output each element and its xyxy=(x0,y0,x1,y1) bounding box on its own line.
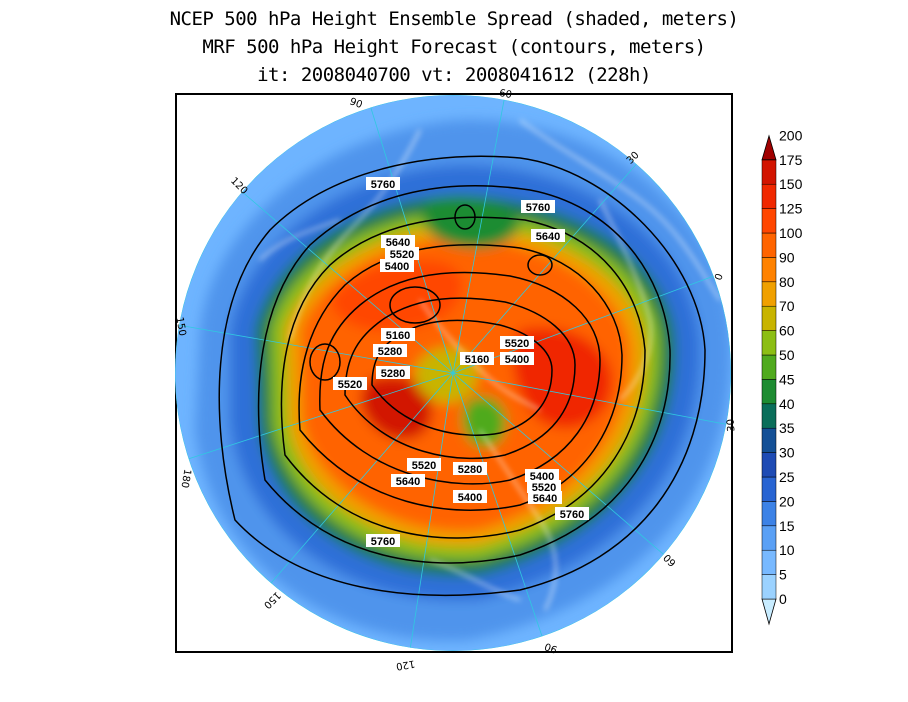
svg-text:5520: 5520 xyxy=(338,379,362,391)
svg-text:5400: 5400 xyxy=(385,261,409,273)
contour-label: 5520 xyxy=(385,247,419,261)
colorbar-tick-label: 60 xyxy=(779,323,795,339)
colorbar-tick-label: 10 xyxy=(779,542,795,558)
svg-text:5400: 5400 xyxy=(458,492,482,504)
meridian-labels: 60 30 0 30 60 90 120 150 180 150 120 90 xyxy=(173,88,737,672)
title-line-2: MRF 500 hPa Height Forecast (contours, m… xyxy=(202,36,706,58)
contour-label: 5280 xyxy=(376,366,410,380)
colorbar-low-arrow xyxy=(761,598,777,626)
contour-label: 5400 xyxy=(380,259,414,273)
colorbar-tick-label: 40 xyxy=(779,396,795,412)
colorbar-tick-label: 5 xyxy=(779,567,787,583)
svg-text:5640: 5640 xyxy=(386,237,410,249)
svg-text:5280: 5280 xyxy=(458,464,482,476)
svg-text:5760: 5760 xyxy=(371,179,395,191)
svg-text:5520: 5520 xyxy=(390,249,414,261)
svg-text:5520: 5520 xyxy=(412,460,436,472)
svg-text:5640: 5640 xyxy=(536,231,560,243)
svg-text:5160: 5160 xyxy=(465,354,489,366)
colorbar-tick-label: 0 xyxy=(779,591,787,607)
meridian-label: 60 xyxy=(498,88,512,101)
contour-label: 5160 xyxy=(381,328,415,342)
colorbar-tick-label: 15 xyxy=(779,518,795,534)
colorbar-tick-label: 25 xyxy=(779,469,795,485)
meridian-label: 90 xyxy=(543,640,559,655)
contour-label: 5280 xyxy=(373,344,407,358)
contour-label: 5760 xyxy=(366,177,400,191)
colorbar-tick-label: 30 xyxy=(779,445,795,461)
colorbar-segment xyxy=(761,403,777,429)
colorbar-segment xyxy=(761,379,777,405)
colorbar-segment xyxy=(761,257,777,283)
contour-label: 5760 xyxy=(555,507,589,521)
colorbar-segment xyxy=(761,574,777,600)
contour-label: 5640 xyxy=(531,229,565,243)
colorbar-tick-label: 35 xyxy=(779,420,795,436)
meridian-label: 90 xyxy=(348,96,364,111)
svg-text:5280: 5280 xyxy=(378,346,402,358)
colorbar-tick-label: 80 xyxy=(779,274,795,290)
colorbar-segment xyxy=(761,549,777,575)
colorbar-segment xyxy=(761,330,777,356)
contour-label: 5400 xyxy=(500,352,534,366)
title-line-1: NCEP 500 hPa Height Ensemble Spread (sha… xyxy=(169,8,739,30)
colorbar-segment xyxy=(761,183,777,209)
svg-text:5760: 5760 xyxy=(560,509,584,521)
colorbar-tick-label: 150 xyxy=(779,176,803,192)
contour-label: 5160 xyxy=(460,352,494,366)
contour-label: 5520 xyxy=(333,377,367,391)
contour-label: 5760 xyxy=(366,534,400,548)
meridian-label: 180 xyxy=(178,468,192,489)
colorbar-segment xyxy=(761,452,777,478)
colorbar-segment xyxy=(761,208,777,234)
colorbar-tick-label: 200 xyxy=(779,127,803,143)
colorbar-tick-label: 50 xyxy=(779,347,795,363)
contour-label: 5520 xyxy=(500,336,534,350)
svg-text:5400: 5400 xyxy=(505,354,529,366)
colorbar-segment xyxy=(761,232,777,258)
svg-text:5760: 5760 xyxy=(526,202,550,214)
contour-label: 5520 xyxy=(407,458,441,472)
contour-label: 5400 xyxy=(453,490,487,504)
spread-shading xyxy=(175,95,731,651)
colorbar-segment xyxy=(761,354,777,380)
title-line-3: it: 2008040700 vt: 2008041612 (228h) xyxy=(257,64,651,86)
svg-text:5640: 5640 xyxy=(396,476,420,488)
meridian-label: 30 xyxy=(725,418,737,432)
contour-label: 5640 xyxy=(528,491,562,505)
colorbar-high-arrow xyxy=(761,134,777,161)
svg-text:5640: 5640 xyxy=(533,493,557,505)
svg-text:5160: 5160 xyxy=(386,330,410,342)
colorbar-segment xyxy=(761,159,777,185)
colorbar-segment xyxy=(761,281,777,307)
colorbar-tick-label: 125 xyxy=(779,201,803,217)
svg-text:5760: 5760 xyxy=(371,536,395,548)
svg-text:5280: 5280 xyxy=(381,368,405,380)
colorbar-tick-label: 100 xyxy=(779,225,803,241)
contour-label: 5760 xyxy=(521,200,555,214)
meridian-label: 150 xyxy=(173,316,187,337)
contour-label: 5640 xyxy=(381,235,415,249)
svg-text:5520: 5520 xyxy=(505,338,529,350)
colorbar-segment xyxy=(761,525,777,551)
contour-label: 5640 xyxy=(391,474,425,488)
contour-label: 5280 xyxy=(453,462,487,476)
colorbar: 0 5 10 15 20 25 30 35 40 45 50 60 70 80 90 100 125 150 175… xyxy=(761,127,803,626)
colorbar-tick-label: 175 xyxy=(779,152,803,168)
colorbar-segment xyxy=(761,501,777,527)
meridian-label: 0 xyxy=(713,272,726,282)
colorbar-segment xyxy=(761,305,777,331)
contour-labels: 5760 5760 5640 5640 5520 5400 5160 5280 … xyxy=(333,177,589,548)
colorbar-tick-label: 20 xyxy=(779,493,795,509)
meridian-label: 120 xyxy=(395,657,416,671)
colorbar-tick-label: 70 xyxy=(779,298,795,314)
colorbar-segment xyxy=(761,476,777,502)
colorbar-tick-label: 90 xyxy=(779,249,795,265)
colorbar-segment xyxy=(761,427,777,453)
colorbar-tick-label: 45 xyxy=(779,371,795,387)
